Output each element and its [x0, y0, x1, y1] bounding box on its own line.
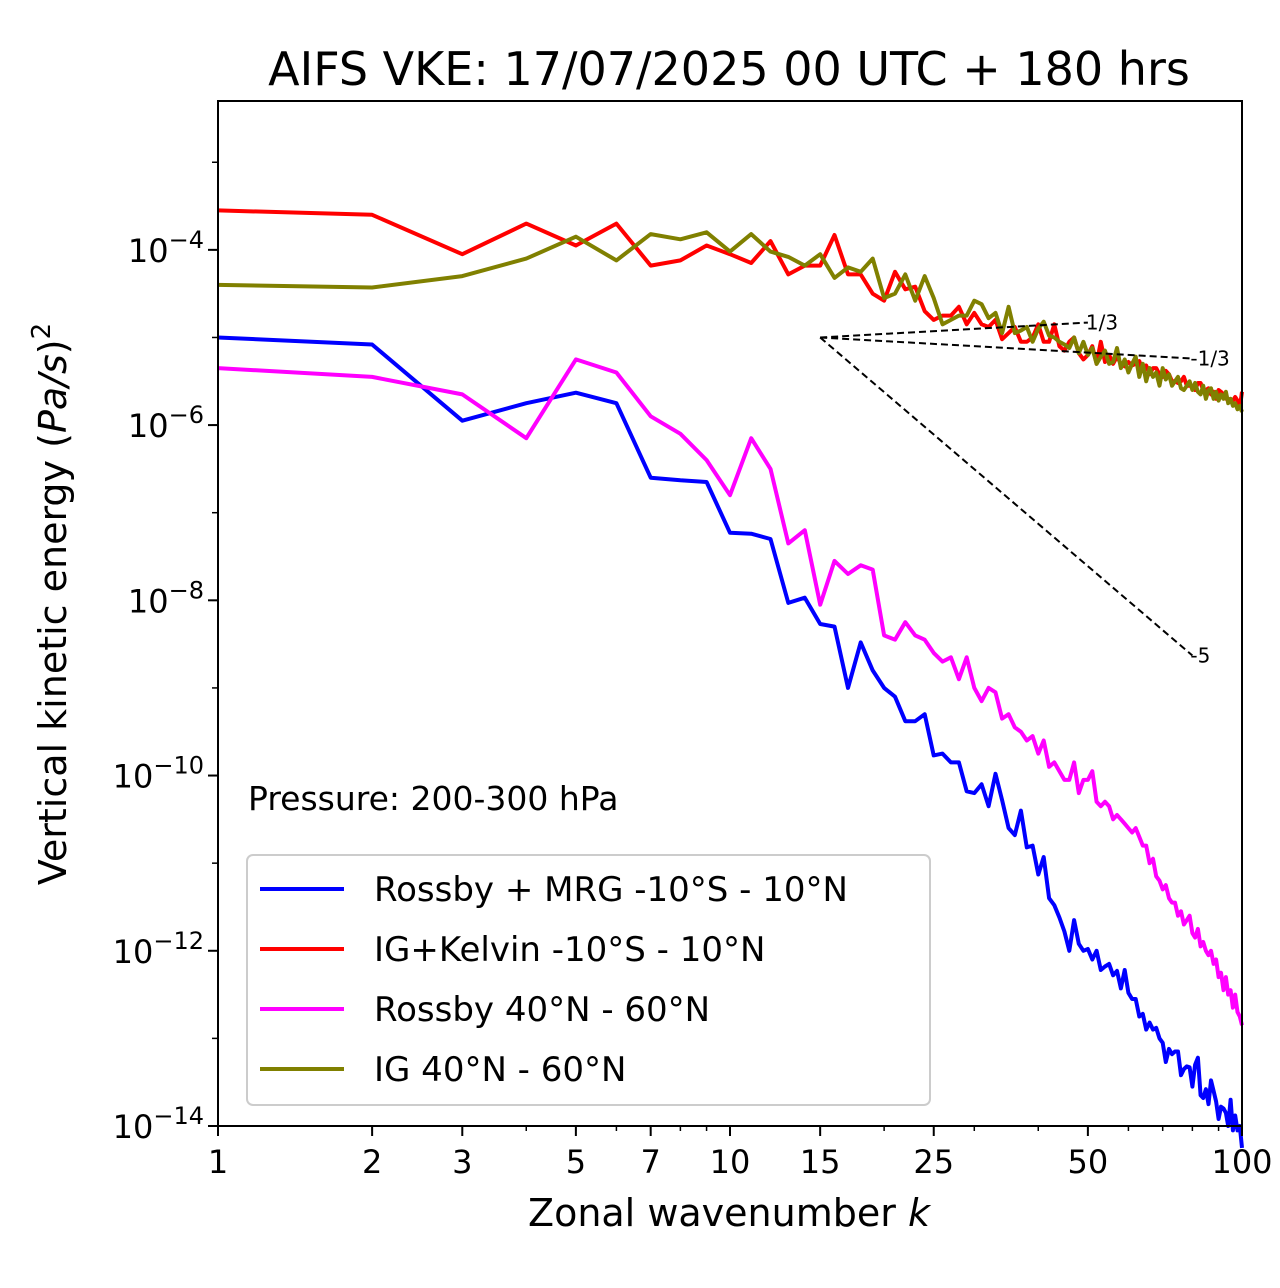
- legend-box: [246, 854, 931, 1106]
- x-tick-label: 15: [800, 1143, 841, 1181]
- x-tick-label: 3: [452, 1143, 472, 1181]
- series-line-4: [217, 230, 1244, 413]
- series-line-1: [217, 335, 1244, 1149]
- x-tick-label: 7: [641, 1143, 661, 1181]
- x-tick-label: 1: [208, 1143, 228, 1181]
- x-tick-label: 10: [710, 1143, 751, 1181]
- y-tick-label: 10−6: [128, 401, 204, 445]
- x-tick-label: 25: [913, 1143, 954, 1181]
- reference-line-label-3: -5: [1190, 644, 1210, 668]
- y-tick-label: 10−12: [113, 927, 204, 971]
- chart-title: AIFS VKE: 17/07/2025 00 UTC + 180 hrs: [268, 42, 1190, 96]
- x-axis-ticks: 1 2 3 5 7 10 15 25 50 100: [208, 1126, 1273, 1181]
- reference-lines: 1/3 -1/3 -5: [819, 311, 1230, 668]
- pressure-annotation: Pressure: 200-300 hPa: [248, 779, 618, 818]
- legend: Rossby + MRG -10°S - 10°N IG+Kelvin -10°S…: [246, 854, 931, 1106]
- x-axis-label: Zonal wavenumber k: [528, 1191, 932, 1235]
- y-axis-label: Vertical kinetic energy (Pa/s)2: [27, 323, 75, 885]
- x-tick-label: 2: [362, 1143, 382, 1181]
- legend-label-4: IG 40°N - 60°N: [374, 1050, 626, 1090]
- y-tick-label: 10−4: [128, 226, 204, 270]
- legend-label-2: IG+Kelvin -10°S - 10°N: [374, 930, 765, 970]
- x-tick-label: 100: [1211, 1143, 1272, 1181]
- series-layer: [217, 208, 1244, 1149]
- legend-label-3: Rossby 40°N - 60°N: [374, 990, 710, 1030]
- reference-line-label-1: 1/3: [1086, 311, 1118, 335]
- reference-line-2: [820, 336, 1193, 360]
- x-tick-label: 5: [566, 1143, 586, 1181]
- y-tick-label: 10−14: [113, 1102, 204, 1146]
- reference-line-label-2: -1/3: [1190, 346, 1229, 370]
- y-tick-label: 10−8: [128, 576, 204, 620]
- x-tick-label: 50: [1068, 1143, 1109, 1181]
- reference-line-3: [819, 336, 1194, 657]
- legend-label-1: Rossby + MRG -10°S - 10°N: [374, 870, 848, 910]
- y-tick-label: 10−10: [113, 752, 204, 796]
- reference-line-1: [820, 321, 1088, 339]
- y-axis-ticks: 10−14 10−12 10−10 10−8 10−6 10−4: [113, 161, 218, 1146]
- series-line-3: [217, 357, 1244, 1026]
